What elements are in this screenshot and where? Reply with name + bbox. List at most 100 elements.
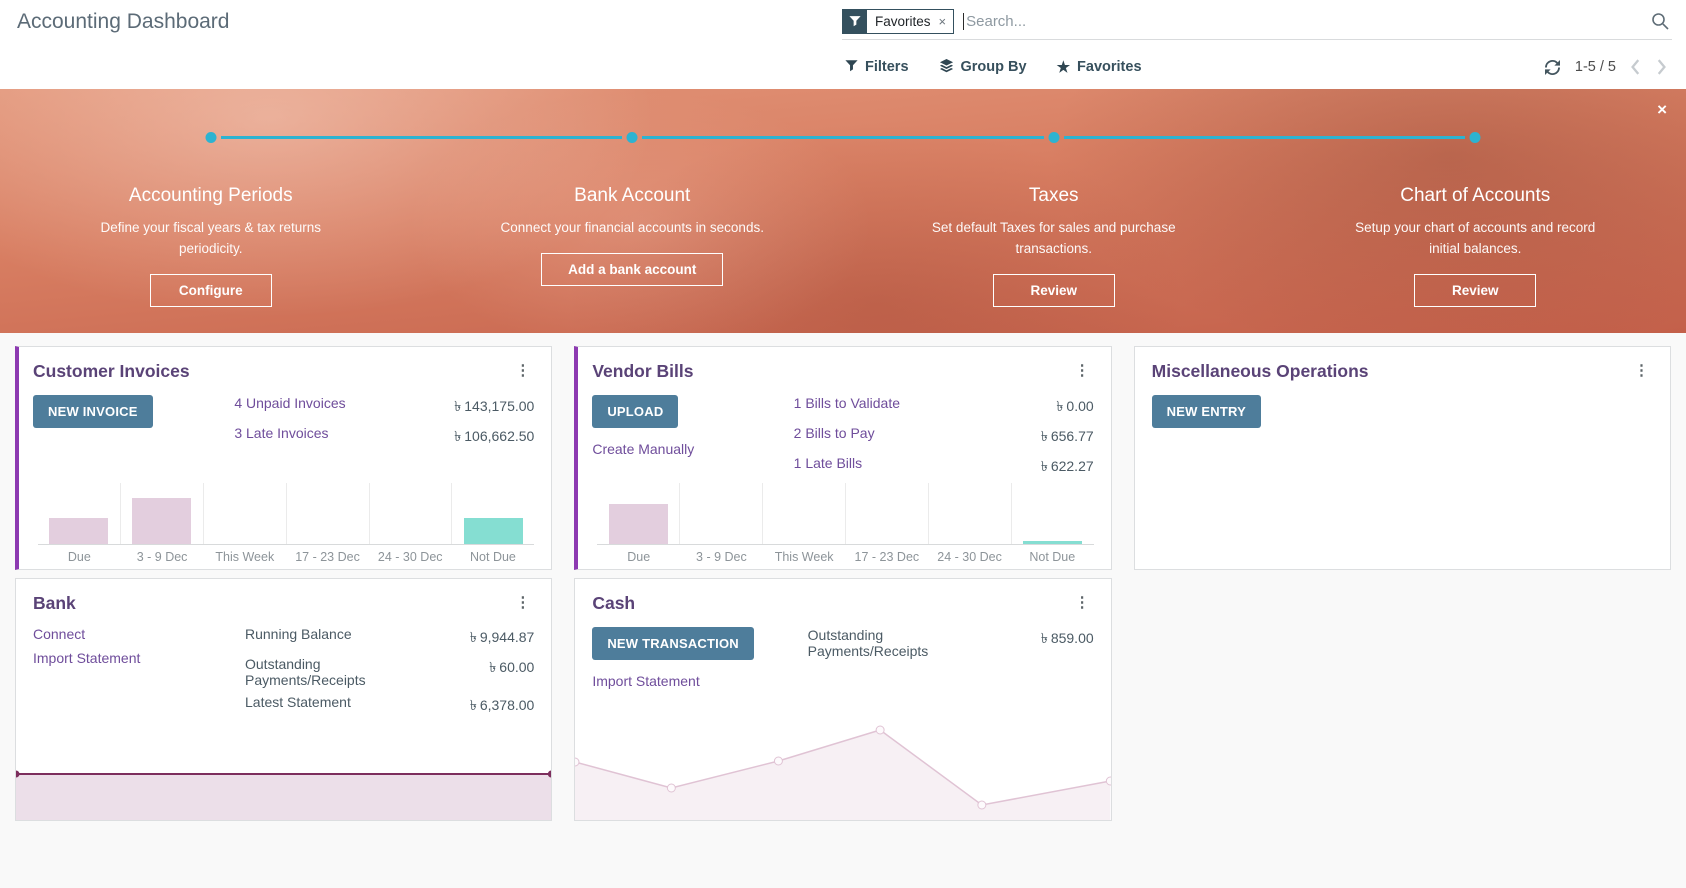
- card-customer-invoices[interactable]: Customer Invoices ⋮ NEW INVOICE 4 Unpaid…: [15, 346, 553, 570]
- review-taxes-button[interactable]: Review: [992, 273, 1115, 307]
- refresh-icon[interactable]: [1544, 59, 1560, 75]
- facet-remove-icon[interactable]: ×: [938, 13, 947, 29]
- cash-balance-chart[interactable]: [575, 692, 1111, 820]
- chart-column: [845, 483, 928, 544]
- new-invoice-button[interactable]: NEW INVOICE: [33, 395, 153, 428]
- chart-bar[interactable]: [463, 517, 523, 544]
- running-balance-label: Running Balance: [245, 626, 352, 642]
- search-options: Filters Group By ★ Favorites: [845, 58, 1142, 77]
- search-input[interactable]: [964, 12, 1650, 30]
- upload-button[interactable]: UPLOAD: [592, 395, 679, 428]
- pager-counter: 1-5 / 5: [1574, 59, 1616, 75]
- chart-column: [285, 483, 369, 544]
- bills-to-pay-link[interactable]: 2 Bills to Pay: [793, 425, 875, 441]
- chart-column: [202, 483, 286, 544]
- favorites-button[interactable]: ★ Favorites: [1057, 58, 1142, 77]
- chart-bar[interactable]: [608, 504, 668, 544]
- pager-next-icon[interactable]: [1656, 59, 1666, 75]
- group-by-button[interactable]: Group By: [939, 58, 1027, 77]
- stat-amount: ৳ 6,378.00: [469, 697, 535, 713]
- search-facet-favorites[interactable]: Favorites ×: [842, 8, 955, 34]
- facet-label: Favorites: [875, 13, 931, 29]
- card-miscellaneous-operations[interactable]: Miscellaneous Operations ⋮ NEW ENTRY: [1133, 346, 1671, 570]
- chart-bar[interactable]: [1023, 540, 1083, 544]
- onboarding-step-taxes: Taxes Set default Taxes for sales and pu…: [843, 185, 1265, 307]
- stat-amount: ৳ 106,662.50: [454, 428, 535, 444]
- unpaid-invoices-link[interactable]: 4 Unpaid Invoices: [234, 395, 346, 411]
- chart-column: [927, 483, 1011, 544]
- card-title[interactable]: Customer Invoices: [33, 361, 190, 381]
- dashboard-body: Customer Invoices ⋮ NEW INVOICE 4 Unpaid…: [0, 333, 1686, 888]
- bank-balance-chart[interactable]: [16, 770, 552, 820]
- new-transaction-button[interactable]: NEW TRANSACTION: [592, 627, 754, 660]
- onboarding-step-chart-of-accounts: Chart of Accounts Setup your chart of ac…: [1265, 185, 1686, 307]
- new-entry-button[interactable]: NEW ENTRY: [1151, 395, 1261, 428]
- kebab-menu-icon[interactable]: ⋮: [1074, 594, 1090, 611]
- funnel-icon: [845, 59, 858, 76]
- connect-link[interactable]: Connect: [33, 626, 86, 642]
- card-vendor-bills[interactable]: Vendor Bills ⋮ UPLOAD Create Manually 1 …: [574, 346, 1112, 570]
- search-bar[interactable]: Favorites ×: [842, 7, 1672, 40]
- progress-segment: [220, 136, 623, 139]
- progress-dot: [205, 132, 217, 143]
- chart-axis-label: Not Due: [1029, 550, 1076, 564]
- page-title: Accounting Dashboard: [17, 10, 230, 33]
- kebab-menu-icon[interactable]: ⋮: [1074, 362, 1090, 379]
- kebab-menu-icon[interactable]: ⋮: [515, 594, 531, 611]
- card-cash[interactable]: Cash ⋮ NEW TRANSACTION Import Statement …: [574, 578, 1112, 821]
- step-description: Set default Taxes for sales and purchase…: [931, 220, 1176, 256]
- review-chart-of-accounts-button[interactable]: Review: [1414, 273, 1537, 307]
- card-title[interactable]: Bank: [33, 593, 76, 613]
- currency-symbol: ৳: [469, 629, 477, 645]
- vendor-bills-chart[interactable]: Due 3 - 9 Dec This Week 17 - 23 Dec 24 - 30 …: [597, 483, 1094, 564]
- favorites-label: Favorites: [1077, 59, 1142, 75]
- chart-axis-label: 3 - 9 Dec: [136, 550, 188, 564]
- stat-amount: ৳ 622.27: [1040, 458, 1094, 474]
- create-manually-link[interactable]: Create Manually: [592, 441, 695, 457]
- outstanding-payments-label: Outstanding Payments/Receipts: [245, 656, 366, 688]
- stat-amount: ৳ 656.77: [1040, 428, 1094, 444]
- latest-statement-label: Latest Statement: [245, 694, 351, 710]
- add-bank-account-button[interactable]: Add a bank account: [541, 252, 724, 286]
- search-icon[interactable]: [1650, 11, 1672, 31]
- pager-prev-icon[interactable]: [1631, 59, 1641, 75]
- card-title[interactable]: Miscellaneous Operations: [1151, 361, 1369, 381]
- chart-bar[interactable]: [132, 498, 192, 544]
- card-title[interactable]: Cash: [592, 593, 636, 613]
- currency-symbol: ৳: [469, 697, 477, 713]
- late-bills-link[interactable]: 1 Late Bills: [793, 455, 863, 471]
- chart-column: [38, 483, 120, 544]
- control-panel: Accounting Dashboard Favorites × Filters: [0, 0, 1686, 89]
- chart-axis-label: This Week: [215, 550, 275, 564]
- onboarding-progress-line: [0, 132, 1686, 143]
- star-icon: ★: [1056, 58, 1071, 76]
- chart-axis-label: Not Due: [470, 550, 516, 564]
- currency-symbol: ৳: [1056, 398, 1064, 414]
- import-statement-link[interactable]: Import Statement: [33, 650, 141, 666]
- kebab-menu-icon[interactable]: ⋮: [515, 362, 531, 379]
- card-bank[interactable]: Bank ⋮ Connect Import Statement Running …: [15, 578, 553, 821]
- currency-symbol: ৳: [489, 659, 497, 675]
- late-invoices-link[interactable]: 3 Late Invoices: [234, 425, 329, 441]
- filter-facet-icon: [843, 9, 867, 33]
- card-title[interactable]: Vendor Bills: [592, 361, 694, 381]
- configure-button[interactable]: Configure: [149, 273, 272, 307]
- layers-icon: [939, 58, 954, 77]
- chart-axis-label: 24 - 30 Dec: [377, 550, 443, 564]
- chart-column: [119, 483, 203, 544]
- filters-button[interactable]: Filters: [845, 58, 909, 77]
- import-statement-link[interactable]: Import Statement: [592, 673, 700, 689]
- bills-to-validate-link[interactable]: 1 Bills to Validate: [793, 395, 901, 411]
- step-description: Connect your financial accounts in secon…: [500, 220, 764, 235]
- customer-invoices-chart[interactable]: Due 3 - 9 Dec This Week 17 - 23 Dec 24 - 30 …: [38, 483, 535, 564]
- banner-close-icon[interactable]: ×: [1657, 100, 1667, 119]
- chart-column: [679, 483, 762, 544]
- kebab-menu-icon[interactable]: ⋮: [1633, 362, 1649, 379]
- filters-label: Filters: [865, 59, 909, 75]
- chart-bar[interactable]: [49, 518, 109, 544]
- text-caret: [963, 12, 965, 30]
- progress-segment: [1063, 136, 1466, 139]
- step-title: Chart of Accounts: [1400, 185, 1551, 206]
- currency-symbol: ৳: [1040, 630, 1048, 646]
- chart-axis-label: 3 - 9 Dec: [696, 550, 747, 564]
